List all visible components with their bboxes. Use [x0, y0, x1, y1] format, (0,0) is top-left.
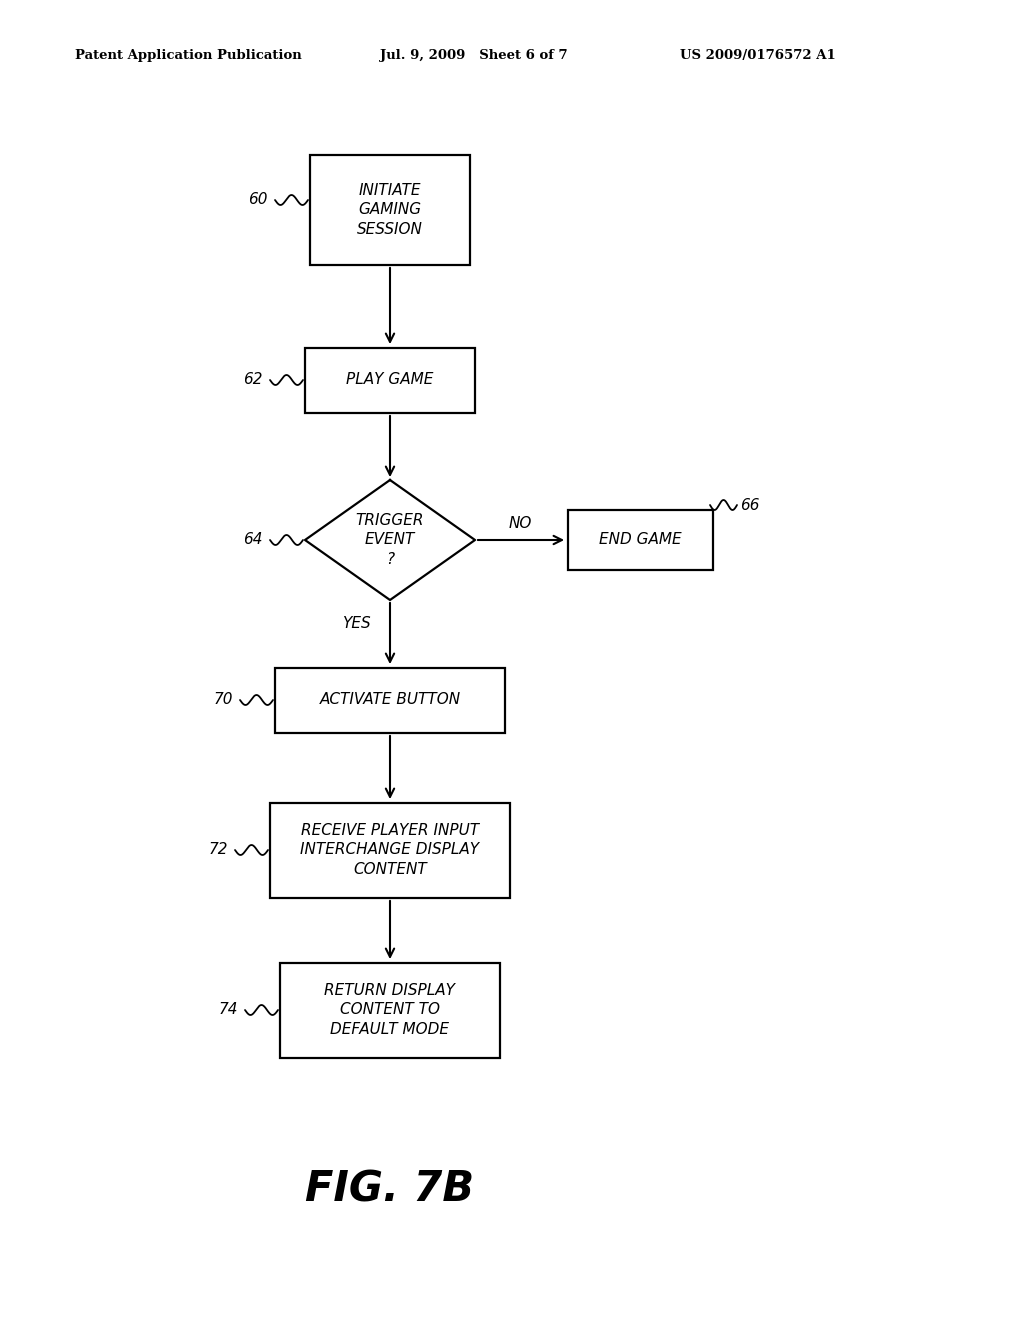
Text: RETURN DISPLAY
CONTENT TO
DEFAULT MODE: RETURN DISPLAY CONTENT TO DEFAULT MODE [325, 982, 456, 1038]
Text: 62: 62 [244, 372, 263, 388]
FancyBboxPatch shape [270, 803, 510, 898]
Text: Patent Application Publication: Patent Application Publication [75, 49, 302, 62]
Text: INITIATE
GAMING
SESSION: INITIATE GAMING SESSION [357, 182, 423, 238]
Text: FIG. 7B: FIG. 7B [305, 1170, 474, 1210]
Text: 72: 72 [209, 842, 228, 858]
FancyBboxPatch shape [280, 962, 500, 1057]
Text: 66: 66 [740, 498, 760, 512]
Text: YES: YES [342, 615, 371, 631]
Text: US 2009/0176572 A1: US 2009/0176572 A1 [680, 49, 836, 62]
Text: RECEIVE PLAYER INPUT
INTERCHANGE DISPLAY
CONTENT: RECEIVE PLAYER INPUT INTERCHANGE DISPLAY… [300, 822, 479, 878]
Text: Jul. 9, 2009   Sheet 6 of 7: Jul. 9, 2009 Sheet 6 of 7 [380, 49, 567, 62]
Text: NO: NO [508, 516, 531, 531]
Text: PLAY GAME: PLAY GAME [346, 372, 434, 388]
Text: 60: 60 [249, 193, 268, 207]
Text: END GAME: END GAME [599, 532, 681, 548]
Text: ACTIVATE BUTTON: ACTIVATE BUTTON [319, 693, 461, 708]
FancyBboxPatch shape [310, 154, 470, 265]
Text: 64: 64 [244, 532, 263, 548]
FancyBboxPatch shape [305, 347, 475, 412]
Text: TRIGGER
EVENT
?: TRIGGER EVENT ? [355, 512, 424, 568]
FancyBboxPatch shape [275, 668, 505, 733]
FancyBboxPatch shape [567, 510, 713, 570]
Text: 74: 74 [218, 1002, 238, 1018]
Polygon shape [305, 480, 475, 601]
Text: 70: 70 [213, 693, 233, 708]
